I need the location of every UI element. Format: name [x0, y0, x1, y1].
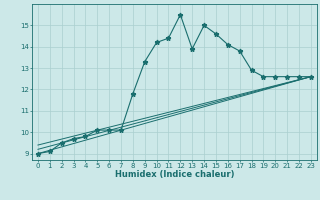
X-axis label: Humidex (Indice chaleur): Humidex (Indice chaleur): [115, 170, 234, 179]
